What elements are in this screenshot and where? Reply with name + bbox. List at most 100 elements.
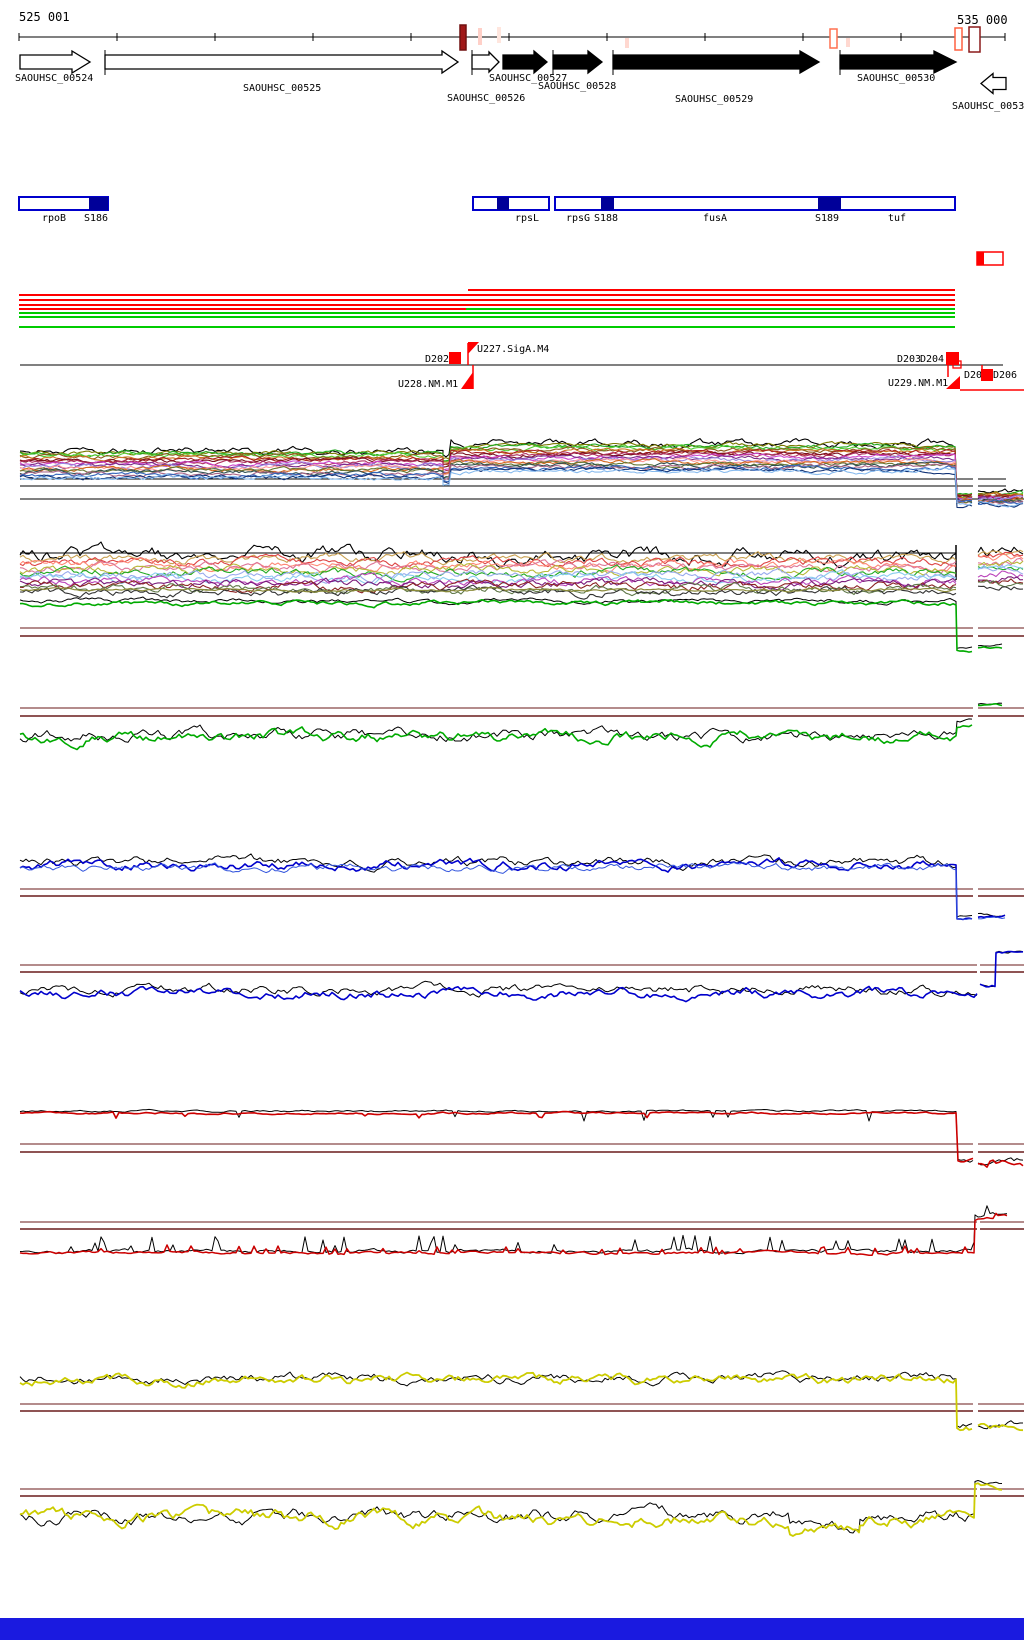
signal-line-green-B-green — [978, 702, 1003, 707]
signal-line-green-B-green — [19, 724, 973, 751]
red-feature-box-fill — [977, 252, 984, 265]
gene-label: SAOUHSC_00529 — [675, 94, 753, 105]
gene-label: SAOUHSC_00528 — [538, 81, 616, 92]
signal-line-yellow-B-yellow — [19, 1482, 1003, 1537]
signal-line-red-A-red — [19, 1110, 974, 1163]
feature-marker[interactable] — [981, 369, 993, 381]
coverage-overview-top-line — [977, 499, 1024, 505]
coverage-overview-top-line — [19, 451, 973, 501]
coverage-overview-mid-line — [977, 578, 1024, 584]
feature-label: D202 — [425, 354, 449, 365]
gene-arrow-SAOUHSC_00528[interactable] — [552, 49, 604, 75]
signal-line-yellow-A-black — [19, 1370, 973, 1428]
operon-segment[interactable] — [89, 197, 108, 210]
signal-line-red-A-black — [977, 1157, 1024, 1166]
signal-line-green-A-black — [19, 596, 973, 649]
operon-segment[interactable] — [497, 197, 509, 210]
signal-line-blue-B-blue — [19, 985, 978, 1003]
coverage-overview-top-line — [19, 442, 973, 495]
coverage-overview-top-line — [977, 488, 1024, 494]
ruler-variant-mark[interactable] — [954, 27, 963, 51]
signal-line-blue-A-blue — [977, 914, 1006, 919]
gene-arrow-SAOUHSC_00529[interactable] — [612, 49, 821, 75]
coverage-overview-top-line — [977, 493, 1024, 498]
signal-line-blue-A-blue2 — [977, 916, 1006, 920]
ruler-variant-mark[interactable] — [497, 27, 501, 43]
coverage-overview-top-line — [19, 454, 973, 502]
feature-marker[interactable] — [449, 352, 461, 364]
signal-line-red-A-red — [977, 1159, 1024, 1168]
gene-arrow-SAOUHSC_00531[interactable] — [979, 72, 1007, 95]
operon-label: tuf — [888, 213, 906, 224]
coverage-overview-top-line — [19, 438, 973, 499]
coverage-overview-mid-line — [977, 564, 1024, 570]
bottom-selection-bar[interactable] — [0, 1618, 1024, 1640]
operon-label: rpoB — [42, 213, 66, 224]
signal-line-blue-A-blue2 — [19, 862, 972, 920]
region-end-label: 535 000 — [957, 13, 1008, 27]
gene-label: SAOUHSC_00530 — [857, 73, 935, 84]
coverage-overview-mid-line — [977, 551, 1024, 558]
ruler-variant-mark[interactable] — [829, 28, 838, 49]
feature-flag-U227[interactable] — [468, 342, 479, 354]
ruler-variant-mark[interactable] — [968, 26, 981, 53]
ruler-variant-mark[interactable] — [846, 38, 850, 47]
operon-segment[interactable] — [601, 197, 614, 210]
operon-segment[interactable] — [818, 197, 841, 210]
feature-label: U229.NM.M1 — [888, 378, 948, 389]
gene-arrow-SAOUHSC_00525[interactable] — [104, 49, 460, 75]
coverage-overview-top-line — [977, 501, 1024, 508]
gene-arrow-SAOUHSC_00530[interactable] — [839, 49, 958, 75]
signal-line-yellow-A-yellow — [977, 1423, 1024, 1432]
coverage-overview-mid-line — [19, 563, 957, 577]
gene-label: SAOUHSC_00525 — [243, 83, 321, 94]
gene-arrow-SAOUHSC_00527[interactable] — [502, 49, 549, 75]
operon-label: S189 — [815, 213, 839, 224]
coverage-overview-top-line — [19, 446, 973, 499]
coverage-overview-top-line — [19, 450, 973, 499]
feature-flag-U228[interactable] — [461, 372, 473, 389]
ruler-variant-mark[interactable] — [625, 38, 629, 48]
operon-label: fusA — [703, 213, 727, 224]
operon-label: S188 — [594, 213, 618, 224]
signal-line-green-B-black — [19, 718, 973, 744]
gene-label: SAOUHSC_00526 — [447, 93, 525, 104]
coverage-overview-top-line — [977, 501, 1024, 508]
coverage-overview-mid-line — [977, 570, 1024, 579]
feature-marker[interactable] — [952, 360, 962, 369]
ruler-variant-mark[interactable] — [478, 28, 482, 45]
signal-line-blue-A-black — [19, 853, 973, 918]
gene-label: SAOUHSC_00527 — [489, 73, 567, 84]
coverage-overview-mid-line — [977, 579, 1023, 588]
gene-arrow-SAOUHSC_00526[interactable] — [471, 50, 500, 74]
signal-line-blue-B-black — [979, 950, 1024, 988]
coverage-overview-mid-line — [19, 569, 957, 585]
signal-line-yellow-A-yellow — [19, 1371, 973, 1432]
feature-label: D206 — [993, 370, 1017, 381]
coverage-overview-top-line — [19, 466, 973, 509]
operon-label: rpsG — [566, 213, 590, 224]
coverage-overview-mid-line — [19, 541, 957, 569]
operon-bar[interactable] — [554, 196, 956, 211]
coverage-overview-top-line — [977, 494, 1024, 501]
gene-arrow-SAOUHSC_00524[interactable] — [19, 49, 92, 75]
coverage-overview-mid-line — [19, 551, 957, 566]
coverage-overview-top-line — [19, 458, 973, 503]
signal-line-blue-B-blue — [979, 950, 1024, 988]
ruler-variant-mark[interactable] — [459, 24, 467, 51]
feature-marker[interactable] — [946, 352, 959, 365]
signal-line-red-A-black — [19, 1108, 974, 1163]
coverage-overview-mid-line — [977, 553, 1024, 561]
region-start-label: 525 001 — [19, 10, 70, 24]
feature-flag-U229[interactable] — [946, 376, 960, 389]
coverage-overview-mid-line — [977, 549, 1024, 556]
gene-label: SAOUHSC_00531 — [952, 101, 1024, 112]
signal-line-green-A-green — [977, 645, 1003, 650]
operon-label: S186 — [84, 213, 108, 224]
coverage-overview-top-line — [19, 467, 973, 506]
operon-bar[interactable] — [472, 196, 550, 211]
signal-line-green-A-green — [20, 598, 973, 653]
coverage-overview-top-line — [19, 452, 972, 500]
feature-label: D205 — [964, 370, 988, 381]
